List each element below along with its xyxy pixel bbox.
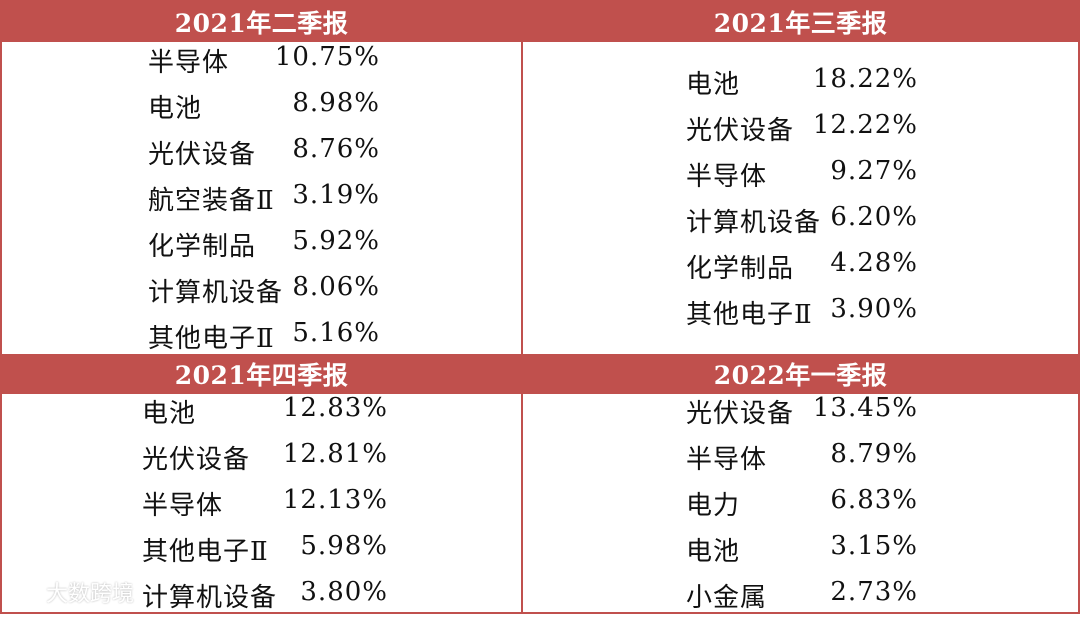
industry-name: 小金属 <box>686 583 768 613</box>
industry-name: 电池 <box>148 94 203 124</box>
list-item: 光伏设备 12.22% <box>686 110 926 154</box>
industry-name: 其他电子Ⅱ <box>148 324 275 354</box>
industry-name: 光伏设备 <box>686 116 795 146</box>
list-item: 其他电子Ⅱ 5.16% <box>148 318 388 362</box>
list-item: 电池 18.22% <box>686 64 926 108</box>
industry-name: 半导体 <box>686 162 768 192</box>
industry-weight: 8.98% <box>292 88 380 118</box>
list-item: 计算机设备 6.20% <box>686 202 926 246</box>
industry-weight: 5.98% <box>300 531 388 561</box>
industry-name: 化学制品 <box>686 254 795 284</box>
industry-name: 电池 <box>686 70 741 100</box>
industry-name: 化学制品 <box>148 232 257 262</box>
list-item: 电池 12.83% <box>142 393 392 437</box>
industry-name: 电池 <box>142 399 197 429</box>
industry-weight: 6.83% <box>830 485 918 515</box>
industry-name: 光伏设备 <box>686 399 795 429</box>
industry-name: 计算机设备 <box>686 208 822 238</box>
industry-name: 半导体 <box>148 48 230 78</box>
border-top <box>0 0 1080 2</box>
industry-weight: 8.06% <box>292 272 380 302</box>
industry-weight: 18.22% <box>812 64 918 94</box>
list-item: 光伏设备 12.81% <box>142 439 392 483</box>
border-bottom <box>0 612 1080 614</box>
industry-weight: 3.80% <box>300 577 388 607</box>
panel-header-q1-2022: 2022年一季报 <box>523 354 1078 394</box>
panel-header-q4-2021: 2021年四季报 <box>2 354 521 394</box>
list-item: 半导体 12.13% <box>142 485 392 529</box>
list-item: 电力 6.83% <box>686 485 926 529</box>
watermark-text: 大数跨境 <box>46 582 135 607</box>
industry-weight: 12.13% <box>282 485 388 515</box>
industry-weight: 12.22% <box>812 110 918 140</box>
border-middle <box>521 0 523 614</box>
industry-name: 计算机设备 <box>148 278 284 308</box>
industry-name: 电池 <box>686 537 741 567</box>
list-item: 小金属 2.73% <box>686 577 926 621</box>
industry-weight: 6.20% <box>830 202 918 232</box>
list-item: 半导体 10.75% <box>148 42 388 86</box>
industry-name: 半导体 <box>686 445 768 475</box>
watermark: 大数跨境 <box>8 576 134 608</box>
border-left <box>0 0 2 614</box>
industry-name: 其他电子Ⅱ <box>142 537 269 567</box>
list-item: 其他电子Ⅱ 5.98% <box>142 531 392 575</box>
list-item: 其他电子Ⅱ 3.90% <box>686 294 926 338</box>
panel-header-q2-2021: 2021年二季报 <box>2 2 521 42</box>
industry-weight: 9.27% <box>830 156 918 186</box>
industry-name: 半导体 <box>142 491 224 521</box>
industry-weight: 13.45% <box>812 393 918 423</box>
list-item: 计算机设备 3.80% <box>142 577 392 621</box>
industry-weight: 3.19% <box>292 180 380 210</box>
list-item: 电池 3.15% <box>686 531 926 575</box>
list-item: 半导体 8.79% <box>686 439 926 483</box>
industry-name: 其他电子Ⅱ <box>686 300 813 330</box>
watermark-logo-icon <box>8 579 42 605</box>
industry-weight: 4.28% <box>830 248 918 278</box>
industry-weight: 8.76% <box>292 134 380 164</box>
industry-weight: 8.79% <box>830 439 918 469</box>
industry-weight: 2.73% <box>830 577 918 607</box>
list-item: 光伏设备 13.45% <box>686 393 926 437</box>
industry-name: 航空装备Ⅱ <box>148 186 275 216</box>
list-item: 光伏设备 8.76% <box>148 134 388 178</box>
industry-name: 光伏设备 <box>148 140 257 170</box>
industry-weight: 12.83% <box>282 393 388 423</box>
industry-weight: 3.15% <box>830 531 918 561</box>
list-item: 电池 8.98% <box>148 88 388 132</box>
industry-weight: 5.16% <box>292 318 380 348</box>
industry-name: 光伏设备 <box>142 445 251 475</box>
industry-name: 计算机设备 <box>142 583 278 613</box>
industry-weight: 3.90% <box>830 294 918 324</box>
list-item: 计算机设备 8.06% <box>148 272 388 316</box>
list-item: 化学制品 4.28% <box>686 248 926 292</box>
industry-weight: 5.92% <box>292 226 380 256</box>
industry-weight: 12.81% <box>282 439 388 469</box>
border-right <box>1078 0 1080 614</box>
list-item: 化学制品 5.92% <box>148 226 388 270</box>
list-item: 半导体 9.27% <box>686 156 926 200</box>
industry-name: 电力 <box>686 491 741 521</box>
list-item: 航空装备Ⅱ 3.19% <box>148 180 388 224</box>
panel-header-q3-2021: 2021年三季报 <box>523 2 1078 42</box>
industry-weight: 10.75% <box>274 42 380 72</box>
